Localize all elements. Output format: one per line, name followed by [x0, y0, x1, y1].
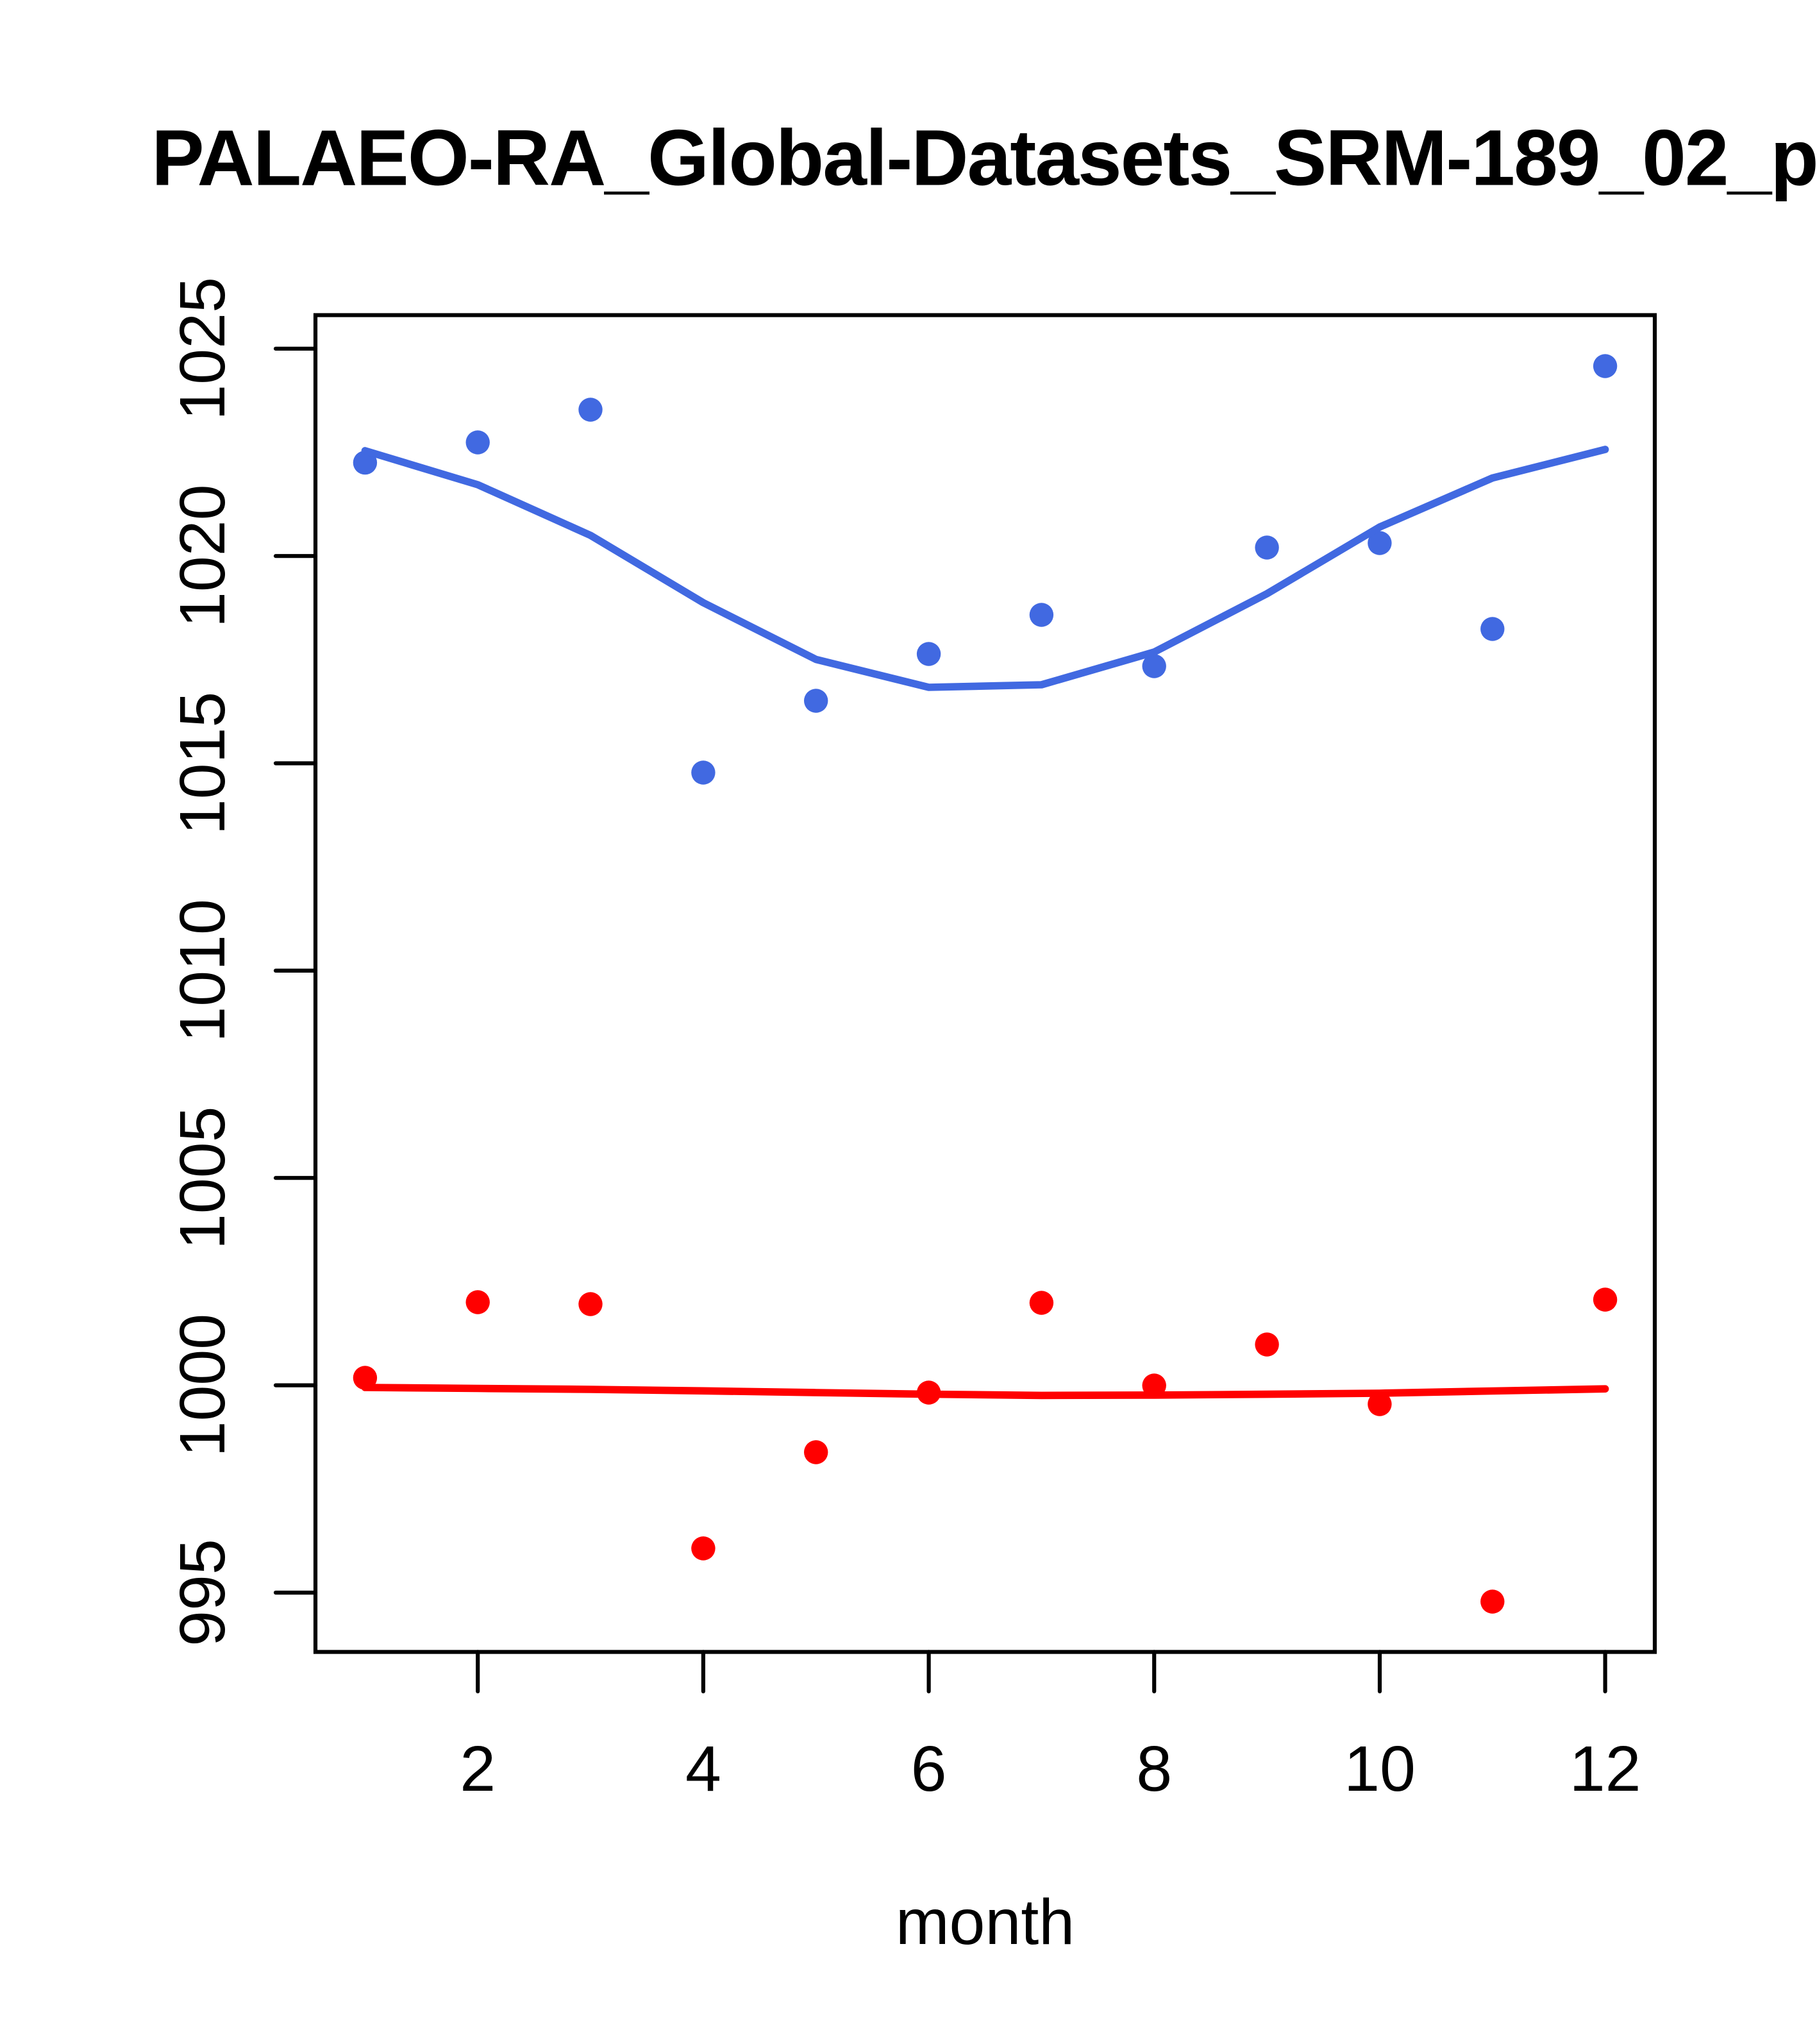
svg-text:8: 8 — [1136, 1733, 1172, 1805]
svg-text:12: 12 — [1570, 1733, 1641, 1805]
svg-text:1000: 1000 — [167, 1314, 239, 1457]
svg-text:6: 6 — [911, 1733, 947, 1805]
svg-text:1010: 1010 — [167, 899, 239, 1043]
svg-text:995: 995 — [167, 1539, 239, 1646]
svg-text:10: 10 — [1344, 1733, 1416, 1805]
svg-text:1005: 1005 — [167, 1106, 239, 1250]
svg-text:2: 2 — [460, 1733, 496, 1805]
svg-text:4: 4 — [685, 1733, 721, 1805]
svg-text:PALAEO-RA_Global-Datasets_SRM-: PALAEO-RA_Global-Datasets_SRM-189_02_p — [151, 114, 1817, 203]
svg-text:month: month — [896, 1886, 1075, 1958]
svg-text:1015: 1015 — [167, 692, 239, 835]
svg-text:1020: 1020 — [167, 484, 239, 628]
svg-text:1025: 1025 — [167, 277, 239, 421]
